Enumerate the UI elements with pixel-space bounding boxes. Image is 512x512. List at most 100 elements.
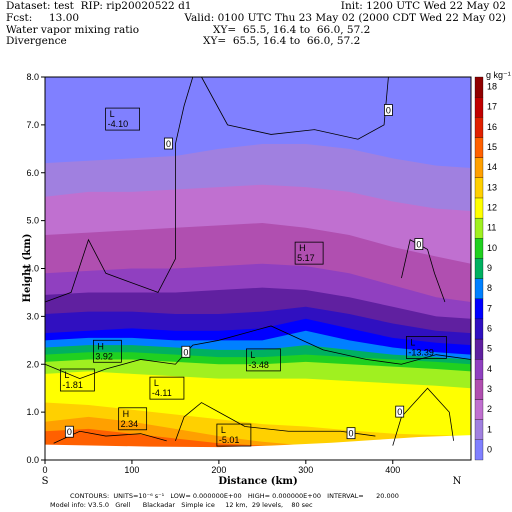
extremum-type: L [110,109,115,119]
zero-label: 0 [166,139,171,149]
extremum-box [118,407,148,431]
colorbar-swatch [474,278,484,299]
y-axis: 0.0 1.0 2.0 3.0 4.0 5.0 6.0 7.0 8.0 [26,72,45,465]
divergence-contour [44,325,472,380]
header-dataset: Dataset: test RIP: rip20020522 d1 [6,0,192,12]
extremum-value: 2.34 [121,419,139,429]
zero-label-box [164,137,173,150]
colorbar-label: 7 [487,303,492,313]
divergence-contour [392,387,455,446]
y-tick-label: 8.0 [26,72,39,82]
y-tick-label: 6.0 [26,168,39,178]
extremum-value: -1.81 [62,380,83,390]
zero-label-box [384,104,393,116]
colorbar-swatch [474,177,484,199]
y-tick-label: 7.0 [26,120,39,130]
colorbar-swatch [474,137,484,158]
colorbar-label: 8 [487,283,492,293]
colorbar-swatch [474,399,484,420]
divergence-contour [175,402,376,441]
colorbar-label: 13 [487,182,497,192]
extremum-value: 5.17 [297,253,315,263]
divergence-contour [401,239,446,303]
colorbar-swatch [474,197,484,219]
extremum-type: L [410,337,415,347]
extremum-type: L [154,378,159,388]
extremum-box [59,368,95,392]
extrema-labels: L-4.10H5.17H3.92L-1.81L-3.48L-13.39L-4.1… [59,107,447,447]
colorbar-label: 12 [487,203,497,213]
colorbar-swatch [474,359,484,380]
zero-label: 0 [349,429,354,439]
extremum-box [216,423,252,447]
x-tick-label: 200 [211,465,226,475]
colorbar-label: 16 [487,122,497,132]
y-tick-label: 2.0 [26,359,39,369]
colorbar-label: 18 [487,82,497,92]
zero-label: 0 [397,407,402,417]
x-tick-label: 300 [298,465,313,475]
colorbar-swatch [474,217,484,239]
colorbar-label: 17 [487,102,497,112]
colorbar-label: 3 [487,384,492,394]
moisture-bands [45,77,471,460]
colorbar-swatch [474,76,484,98]
x-axis-title: Distance (km) [218,476,297,487]
extremum-box [149,376,185,400]
colorbar-label: 15 [487,142,497,152]
zero-label: 0 [183,347,188,357]
extremum-type: L [250,350,255,360]
header-fcst: Fcst: 13.00 [6,12,80,24]
colorbar-swatch [474,117,484,138]
extremum-box [93,339,122,363]
header-valid: Valid: 0100 UTC Thu 23 May 02 (2000 CDT … [184,12,506,24]
colorbar-label: 10 [487,243,497,253]
colorbar-label: 6 [487,323,492,333]
x-axis: 0 100 200 300 400 [42,460,400,475]
zero-label-box [346,427,356,440]
zero-label: 0 [67,427,72,437]
extremum-box [105,107,140,131]
endpoint-left: S [42,476,49,487]
extremum-value: -3.48 [248,360,269,370]
colorbar-swatch [474,419,484,440]
extremum-type: H [97,341,104,351]
colorbar-label: 14 [487,162,497,172]
extremum-value: -4.11 [152,388,172,398]
colorbar-swatch [474,258,484,279]
colorbar-swatch [474,318,484,340]
colorbar-swatch [474,97,484,118]
colorbar-label: 5 [487,344,492,354]
extremum-type: H [299,243,306,253]
y-axis-title: Height (km) [22,234,33,303]
zero-label-box [64,425,74,438]
extremum-box [294,241,324,265]
footer-contours: CONTOURS: UNITS=10⁻⁶ s⁻¹ LOW= 0.000000E+… [70,492,399,500]
header-field1-name: Water vapor mixing ratio [6,24,140,36]
x-tick-label: 400 [385,465,400,475]
extremum-value: -13.39 [408,347,434,357]
zero-label-box [181,345,191,358]
x-tick-label: 100 [124,465,139,475]
extremum-value: -4.10 [108,119,129,129]
header-init: Init: 1200 UTC Wed 22 May 02 [340,0,506,12]
extremum-value: -5.01 [219,435,240,445]
zero-contour-labels: 0 0 0 0 0 0 0 [64,104,424,440]
extremum-value: 3.92 [95,351,113,361]
colorbar-label: 1 [487,424,492,434]
header-field2-name: Divergence [6,35,67,47]
terrain-fill [45,435,471,460]
x-tick-label: 0 [42,465,47,475]
colorbar-label: 2 [487,404,492,414]
header-field2-xy: XY= 65.5, 16.4 to 66.0, 57.2 [203,35,361,47]
zero-label: 0 [416,240,421,250]
colorbar-unit: g kg⁻¹ [486,70,511,80]
terrain [45,435,471,460]
colorbar-swatch [474,379,484,400]
colorbar-label: 0 [487,444,492,454]
extremum-type: L [221,425,226,435]
endpoint-right: N [453,476,462,487]
colorbar-label: 9 [487,263,492,273]
colorbar-swatch [474,439,484,461]
